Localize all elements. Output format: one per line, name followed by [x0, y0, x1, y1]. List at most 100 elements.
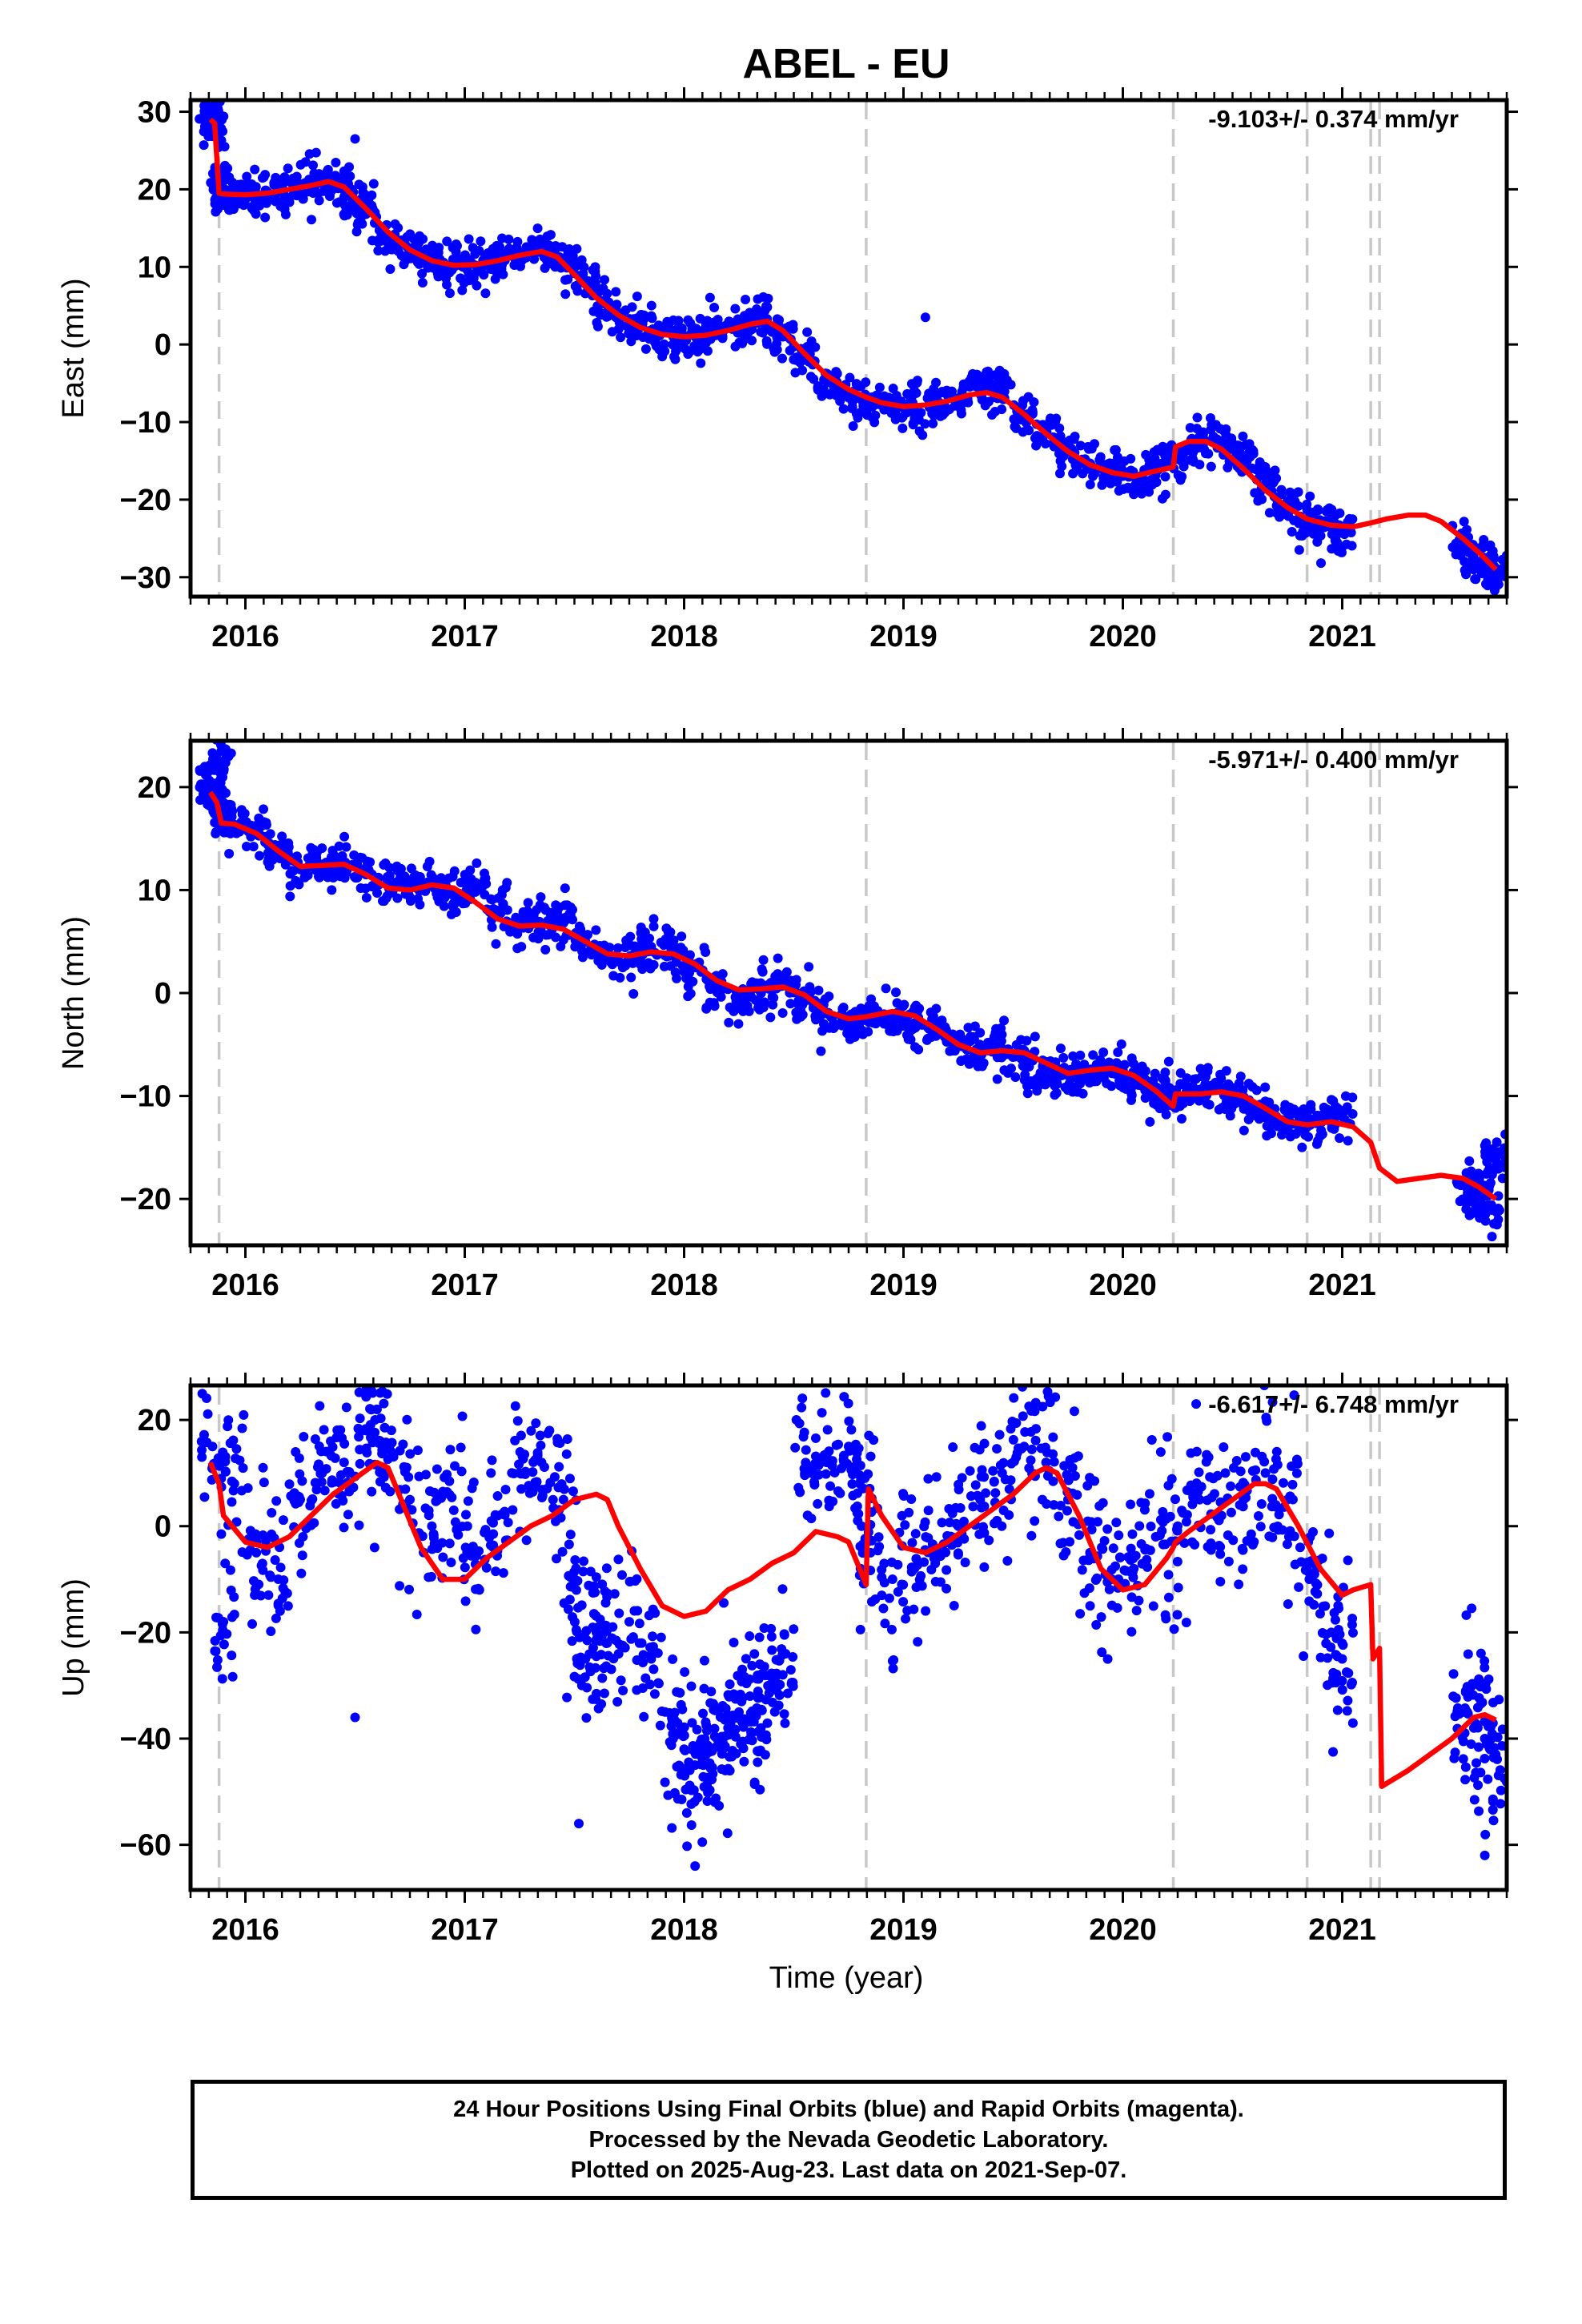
data-point — [684, 968, 694, 979]
data-point — [634, 1618, 644, 1629]
data-point — [599, 1688, 609, 1699]
data-point — [679, 1722, 689, 1732]
data-point — [381, 893, 391, 903]
data-point — [591, 925, 601, 935]
data-point — [1489, 585, 1500, 596]
data-point — [562, 1692, 572, 1703]
data-point — [243, 1483, 253, 1494]
data-point — [686, 1681, 697, 1691]
data-point — [1234, 1078, 1244, 1088]
data-point — [679, 1731, 689, 1741]
data-point — [1058, 1052, 1069, 1063]
x-tick-label: 2021 — [1308, 1269, 1376, 1302]
data-point — [456, 1442, 466, 1453]
data-point — [1037, 1079, 1047, 1089]
data-point — [705, 1747, 715, 1757]
data-point — [1260, 1082, 1271, 1092]
data-point — [789, 1624, 799, 1634]
data-point — [1466, 1208, 1476, 1219]
data-point — [469, 268, 480, 279]
data-point — [405, 1494, 415, 1505]
data-point — [1064, 436, 1074, 446]
data-point — [677, 1704, 688, 1715]
data-point — [275, 1606, 285, 1616]
data-point — [724, 1691, 734, 1702]
data-point — [1203, 1452, 1214, 1462]
data-point — [764, 1688, 774, 1699]
data-point — [431, 1496, 441, 1506]
data-point — [1089, 439, 1099, 449]
data-point — [990, 1518, 1000, 1529]
data-point — [551, 900, 561, 911]
data-point — [438, 893, 448, 903]
data-point — [612, 300, 622, 310]
data-point — [429, 1487, 440, 1498]
data-point — [1006, 1475, 1016, 1486]
data-point — [523, 898, 533, 908]
data-point — [914, 1574, 925, 1585]
data-point — [1161, 1614, 1171, 1624]
data-point — [801, 1458, 811, 1468]
data-point — [880, 1017, 890, 1027]
data-point — [197, 1452, 207, 1462]
data-point — [846, 1425, 857, 1435]
data-point — [810, 1433, 821, 1443]
data-point — [465, 865, 476, 875]
data-point — [222, 810, 232, 821]
data-point — [913, 1560, 923, 1570]
data-point — [462, 1521, 472, 1531]
data-point — [717, 1701, 728, 1711]
data-point — [855, 1461, 865, 1471]
data-point — [584, 1580, 594, 1590]
data-point — [480, 288, 491, 299]
data-point — [1492, 1220, 1502, 1230]
data-point — [972, 1490, 982, 1501]
data-point — [608, 1622, 618, 1632]
data-point — [1162, 1432, 1173, 1442]
data-point — [1011, 1418, 1022, 1429]
data-point — [212, 1655, 223, 1665]
data-point — [614, 1608, 624, 1618]
data-point — [471, 1624, 481, 1634]
data-point — [1199, 444, 1210, 455]
data-point — [298, 194, 308, 204]
data-point — [701, 1003, 712, 1014]
data-point — [1134, 1595, 1144, 1606]
data-point — [548, 1494, 558, 1505]
data-point — [415, 899, 425, 910]
data-point — [898, 1597, 909, 1607]
data-point — [722, 1828, 733, 1839]
data-point — [788, 1651, 798, 1662]
data-point — [845, 1349, 855, 1359]
data-point — [582, 1635, 592, 1646]
data-point — [1238, 1545, 1248, 1555]
data-point — [1188, 443, 1199, 453]
data-point — [1142, 1562, 1153, 1572]
data-point — [753, 1746, 763, 1756]
data-point — [526, 1425, 536, 1436]
data-point — [992, 1444, 1002, 1454]
data-point — [709, 317, 720, 328]
data-point — [1115, 1553, 1126, 1563]
data-point — [400, 1484, 411, 1494]
data-point — [970, 1480, 981, 1490]
data-point — [616, 332, 626, 343]
data-point — [600, 1586, 610, 1597]
data-point — [957, 1473, 967, 1483]
data-point — [777, 353, 787, 364]
data-point — [1451, 549, 1461, 560]
data-point — [357, 219, 367, 229]
data-point — [1084, 1553, 1094, 1563]
data-point — [339, 192, 350, 203]
data-point — [227, 1476, 237, 1486]
data-point — [806, 336, 817, 347]
data-point — [1121, 1566, 1131, 1576]
data-point — [427, 1521, 437, 1531]
data-point — [616, 1675, 626, 1686]
data-point — [561, 1449, 572, 1459]
data-point — [1145, 1116, 1155, 1127]
data-point — [558, 1494, 568, 1505]
data-point — [406, 863, 416, 874]
data-point — [827, 1461, 837, 1471]
data-point — [1243, 1114, 1254, 1124]
